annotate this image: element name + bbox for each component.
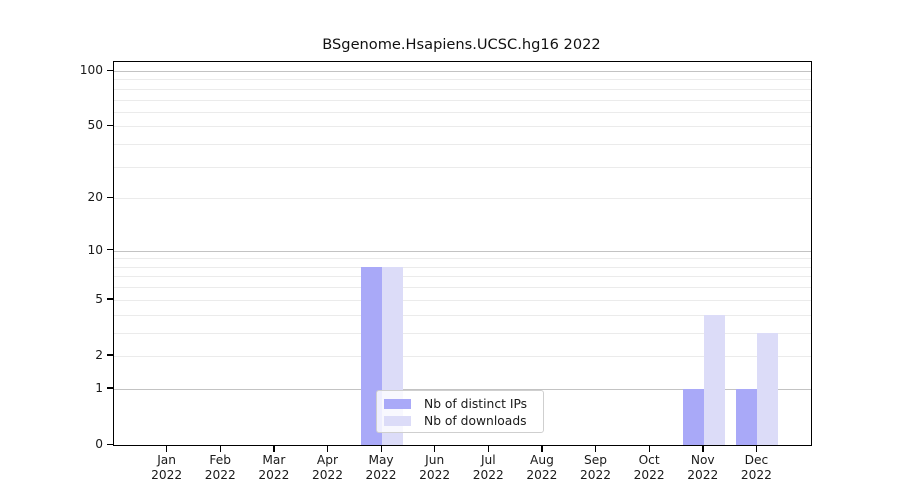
minor-gridline	[114, 355, 811, 357]
y-tick-mark	[107, 443, 113, 445]
year-label: 2022	[633, 468, 665, 482]
y-tick-label: 10	[87, 242, 103, 257]
y-tick-label: 100	[79, 63, 103, 77]
year-label: 2022	[419, 468, 451, 482]
x-tick-mark	[702, 445, 704, 452]
chart-title: BSgenome.Hsapiens.UCSC.hg16 2022	[322, 36, 601, 53]
major-gridline	[114, 250, 811, 252]
year-label: 2022	[740, 468, 772, 482]
x-tick-label-jun: Jun 2022	[403, 453, 467, 483]
bar-dec-downloads	[757, 332, 779, 445]
x-tick-mark	[434, 445, 436, 452]
x-tick-label-jan: Jan 2022	[135, 453, 199, 483]
legend-swatch-downloads	[384, 415, 411, 426]
y-tick-mark	[107, 354, 113, 356]
x-tick-label-apr: Apr 2022	[295, 453, 359, 483]
month-label: Jan	[157, 453, 176, 467]
x-tick-mark	[648, 445, 650, 452]
month-label: Jun	[425, 453, 445, 467]
y-tick-label: 2	[95, 347, 103, 362]
x-tick-mark	[541, 445, 543, 452]
legend-label: Nb of downloads	[424, 413, 527, 428]
x-tick-label-sep: Sep 2022	[564, 453, 628, 483]
month-label: Mar	[262, 453, 286, 467]
year-label: 2022	[204, 468, 236, 482]
minor-gridline	[114, 166, 811, 168]
y-tick-label: 50	[87, 118, 103, 133]
year-label: 2022	[151, 468, 183, 482]
x-tick-label-aug: Aug 2022	[510, 453, 574, 483]
x-tick-mark	[755, 445, 758, 452]
month-label: Nov	[690, 453, 715, 467]
minor-gridline	[114, 299, 811, 301]
minor-gridline	[114, 314, 811, 316]
year-label: 2022	[580, 468, 612, 482]
minor-gridline	[114, 111, 811, 113]
month-label: Oct	[638, 453, 660, 467]
month-label: May	[368, 453, 394, 467]
bar-dec-distinct-ips	[736, 388, 758, 445]
x-tick-label-may: May 2022	[349, 453, 413, 483]
x-tick-mark	[273, 445, 275, 452]
x-tick-mark	[219, 445, 222, 452]
y-tick-label: 20	[87, 190, 103, 205]
legend-row: Nb of distinct IPs	[377, 395, 543, 412]
minor-gridline	[114, 198, 811, 200]
x-tick-label-oct: Oct 2022	[617, 453, 681, 483]
month-label: Aug	[530, 453, 554, 467]
year-label: 2022	[311, 468, 343, 482]
minor-gridline	[114, 126, 811, 128]
year-label: 2022	[687, 468, 719, 482]
y-tick-label: 0	[95, 437, 103, 451]
x-tick-label-nov: Nov 2022	[671, 453, 735, 483]
x-tick-mark	[380, 445, 382, 452]
minor-gridline	[114, 88, 811, 90]
year-label: 2022	[472, 468, 504, 482]
y-tick-label: 5	[95, 291, 103, 306]
minor-gridline	[114, 79, 811, 81]
minor-gridline	[114, 144, 811, 146]
y-tick-mark	[107, 298, 113, 300]
x-tick-mark	[166, 445, 168, 452]
month-label: Feb	[209, 453, 231, 467]
year-label: 2022	[526, 468, 558, 482]
x-tick-mark	[487, 445, 490, 452]
minor-gridline	[114, 276, 811, 278]
minor-gridline	[114, 258, 811, 260]
bar-nov-downloads	[703, 314, 725, 445]
major-gridline	[114, 388, 811, 390]
x-tick-mark	[595, 445, 597, 452]
plot-area	[113, 61, 812, 446]
x-tick-label-feb: Feb 2022	[188, 453, 252, 483]
minor-gridline	[114, 287, 811, 289]
month-label: Apr	[316, 453, 338, 467]
legend-label: Nb of distinct IPs	[424, 396, 528, 411]
month-label: Dec	[744, 453, 769, 467]
legend-swatch-distinct-ips	[384, 398, 411, 409]
minor-gridline	[114, 99, 811, 101]
month-label: Jul	[480, 453, 496, 467]
y-tick-mark	[107, 249, 113, 251]
legend: Nb of distinct IPs Nb of downloads	[376, 390, 544, 433]
x-tick-label-jul: Jul 2022	[456, 453, 520, 483]
y-tick-mark	[107, 69, 113, 71]
y-tick-label: 1	[95, 380, 103, 395]
legend-row: Nb of downloads	[377, 412, 543, 429]
y-tick-mark	[107, 124, 113, 127]
minor-gridline	[114, 332, 811, 334]
x-tick-label-dec: Dec 2022	[724, 453, 788, 483]
y-tick-mark	[107, 196, 113, 199]
year-label: 2022	[365, 468, 397, 482]
minor-gridline	[114, 266, 811, 268]
bar-nov-distinct-ips	[682, 388, 704, 445]
y-tick-mark	[107, 387, 113, 389]
month-label: Sep	[584, 453, 608, 467]
year-label: 2022	[258, 468, 290, 482]
x-tick-mark	[326, 445, 329, 452]
major-gridline	[114, 71, 811, 72]
x-tick-label-mar: Mar 2022	[242, 453, 306, 483]
